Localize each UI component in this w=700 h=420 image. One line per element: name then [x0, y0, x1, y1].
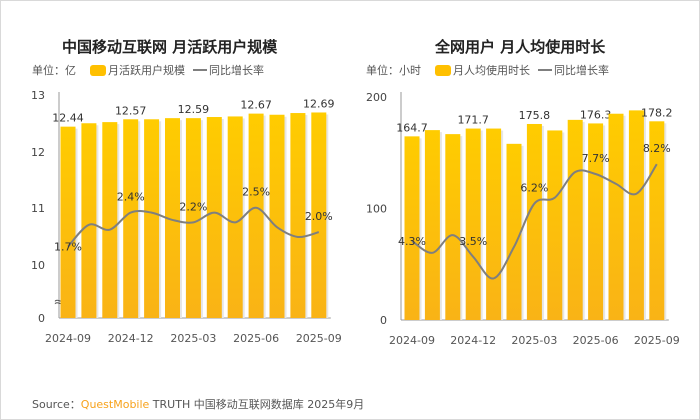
y-tick-label: 13	[31, 89, 45, 102]
x-tick-label: 2025-03	[170, 332, 216, 345]
bar-value-label: 164.7	[396, 121, 428, 134]
legend-bar-label: 月人均使用时长	[453, 64, 530, 77]
bar-value-label: 175.8	[519, 109, 551, 122]
bar	[526, 123, 542, 320]
x-tick-label: 2025-06	[233, 332, 279, 345]
x-tick-label: 2024-12	[450, 334, 496, 347]
x-tick-label: 2025-03	[511, 334, 557, 347]
line-value-label: 2.5%	[242, 186, 270, 199]
bar	[628, 110, 644, 320]
bar	[185, 118, 201, 318]
source-brand: QuestMobile	[80, 398, 150, 411]
bar-value-label: 171.7	[457, 114, 489, 127]
unit-label: 单位：亿	[32, 64, 76, 77]
legend-usage: 单位：小时 月人均使用时长 同比增长率	[366, 62, 609, 78]
legend-mau: 单位：亿 月活跃用户规模 同比增长率	[32, 62, 264, 78]
bar-value-label: 12.59	[178, 103, 210, 116]
bar	[404, 136, 420, 320]
x-tick-label: 2025-09	[634, 334, 680, 347]
y-tick-label: 12	[31, 146, 45, 159]
bar-value-label: 12.69	[303, 97, 335, 110]
bar	[547, 130, 563, 320]
bar	[506, 143, 522, 320]
line-value-label: 2.0%	[305, 210, 333, 223]
bar	[144, 119, 160, 318]
chart-title-usage: 全网用户 月人均使用时长	[435, 38, 606, 56]
legend-line-label: 同比增长率	[209, 64, 264, 77]
unit-label: 单位：小时	[366, 64, 421, 77]
line-swatch-icon	[538, 69, 552, 71]
bar	[102, 122, 118, 318]
bar	[608, 113, 624, 320]
x-tick-label: 2025-06	[573, 334, 619, 347]
source-prefix: Source：	[32, 398, 81, 411]
y-tick-label: 100	[366, 203, 387, 216]
bar	[290, 113, 306, 318]
bar-value-label: 12.57	[115, 104, 147, 117]
bar	[567, 119, 583, 320]
line-value-label: 2.2%	[179, 200, 207, 213]
legend-bar-label: 月活跃用户规模	[108, 64, 185, 77]
bar	[123, 119, 139, 318]
y-tick-label: 0	[38, 312, 45, 325]
bar	[269, 114, 285, 319]
y-tick-label: 11	[31, 202, 45, 215]
bar-value-label: 178.2	[641, 106, 673, 119]
bar	[60, 126, 76, 318]
bar	[486, 128, 502, 320]
y-tick-label: 0	[380, 314, 387, 327]
bar-value-label: 12.67	[240, 99, 272, 112]
x-tick-label: 2025-09	[296, 332, 342, 345]
x-tick-label: 2024-09	[389, 334, 435, 347]
bar-swatch-icon	[435, 64, 451, 76]
line-value-label: 2.4%	[117, 191, 145, 204]
line-value-label: 7.7%	[582, 152, 610, 165]
line-value-label: 3.5%	[459, 235, 487, 248]
line-value-label: 6.2%	[520, 182, 548, 195]
y-tick-label: 200	[366, 91, 387, 104]
x-tick-label: 2024-12	[108, 332, 154, 345]
x-tick-label: 2024-09	[45, 332, 91, 345]
bar	[165, 118, 180, 318]
y-tick-label: 10	[31, 259, 45, 272]
bar	[206, 117, 222, 318]
bar	[248, 113, 264, 319]
axis-break-icon: ≈	[54, 295, 65, 310]
bar	[424, 130, 440, 320]
bar	[465, 128, 481, 320]
legend-line-label: 同比增长率	[554, 64, 609, 77]
growth-rate-line	[411, 163, 658, 280]
bar	[81, 123, 97, 318]
bar-swatch-icon	[90, 64, 106, 76]
bar-value-label: 12.44	[52, 112, 84, 125]
bar	[445, 134, 461, 320]
line-swatch-icon	[193, 69, 207, 71]
bar	[311, 112, 327, 319]
source-note: Source：QuestMobile TRUTH 中国移动互联网数据库 2025…	[32, 396, 364, 412]
source-rest: TRUTH 中国移动互联网数据库 2025年9月	[149, 398, 365, 411]
bar	[227, 116, 243, 318]
line-value-label: 1.7%	[54, 241, 82, 254]
line-value-label: 4.3%	[398, 235, 426, 248]
line-value-label: 8.2%	[643, 142, 671, 155]
bar-value-label: 176.3	[580, 108, 612, 121]
chart-title-mau: 中国移动互联网 月活跃用户规模	[62, 38, 278, 56]
growth-rate-line	[67, 206, 320, 248]
